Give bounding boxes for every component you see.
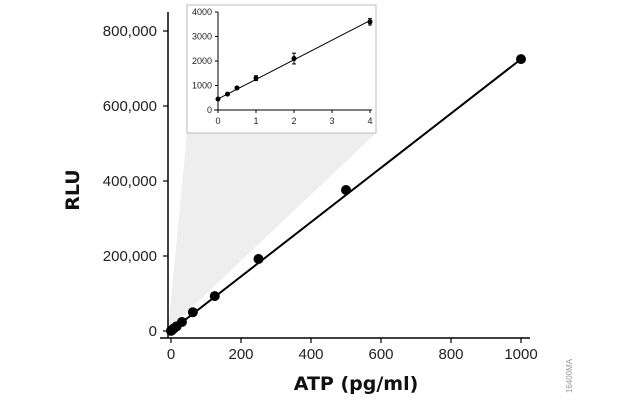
inset-x-tick-label: 1 — [253, 116, 258, 126]
x-axis-title: ATP (pg/ml) — [294, 373, 419, 395]
inset-y-tick-label: 4000 — [192, 7, 212, 17]
inset-x-tick-label: 0 — [215, 116, 220, 126]
main-x-tick-label: 800 — [438, 346, 463, 363]
main-data-points — [166, 54, 526, 336]
main-y-tick-label: 400,000 — [103, 173, 157, 190]
inset-x-ticks: 0 1 2 3 4 — [215, 110, 373, 126]
inset-y-tick-label: 0 — [207, 105, 212, 115]
figure-code: 16400MA — [565, 358, 574, 393]
main-x-tick-label: 600 — [368, 346, 393, 363]
inset-data-point — [215, 96, 221, 102]
inset-y-tick-label: 1000 — [192, 81, 212, 91]
inset-x-tick-label: 3 — [329, 116, 334, 126]
inset-y-tick-label: 3000 — [192, 32, 212, 42]
main-x-ticks: 0 200 400 600 800 1000 — [167, 338, 538, 363]
main-x-tick-label: 0 — [167, 346, 175, 363]
inset-y-ticks: 0 1000 2000 3000 4000 — [192, 7, 218, 115]
inset-data-point — [253, 75, 259, 81]
inset-plot: 0 1 2 3 4 0 1000 2000 3000 4000 — [186, 4, 377, 134]
main-x-tick-label: 200 — [228, 346, 253, 363]
inset-data-point — [234, 85, 240, 91]
inset-data-point — [225, 91, 230, 97]
main-y-tick-label: 800,000 — [103, 23, 157, 40]
y-axis-title: RLU — [62, 169, 84, 211]
main-y-tick-label: 600,000 — [103, 98, 157, 115]
main-data-point — [516, 54, 526, 65]
main-x-tick-label: 1000 — [504, 346, 537, 363]
main-data-point — [187, 307, 198, 318]
inset-y-tick-label: 2000 — [192, 56, 212, 66]
main-data-point — [176, 317, 187, 327]
main-plot-area: 0 200 400 600 800 1000 0200,000400,000600,000… — [103, 12, 538, 363]
main-data-point — [341, 185, 351, 195]
inset-x-tick-label: 4 — [367, 116, 372, 126]
main-data-point — [209, 291, 220, 302]
inset-data-points — [215, 19, 373, 102]
main-data-point — [253, 254, 264, 264]
inset-frame — [186, 4, 377, 134]
main-y-tick-label: 0 — [149, 323, 157, 340]
inset-zoom-callout — [168, 133, 376, 330]
main-y-ticks: 0 200,000 400,000 600,000 800,000 — [103, 23, 168, 340]
main-x-tick-label: 400 — [298, 346, 323, 363]
inset-x-tick-label: 2 — [291, 116, 296, 126]
main-y-tick-label: 200,000 — [103, 248, 157, 265]
inset-data-point — [291, 56, 297, 62]
inset-data-point — [367, 19, 373, 25]
